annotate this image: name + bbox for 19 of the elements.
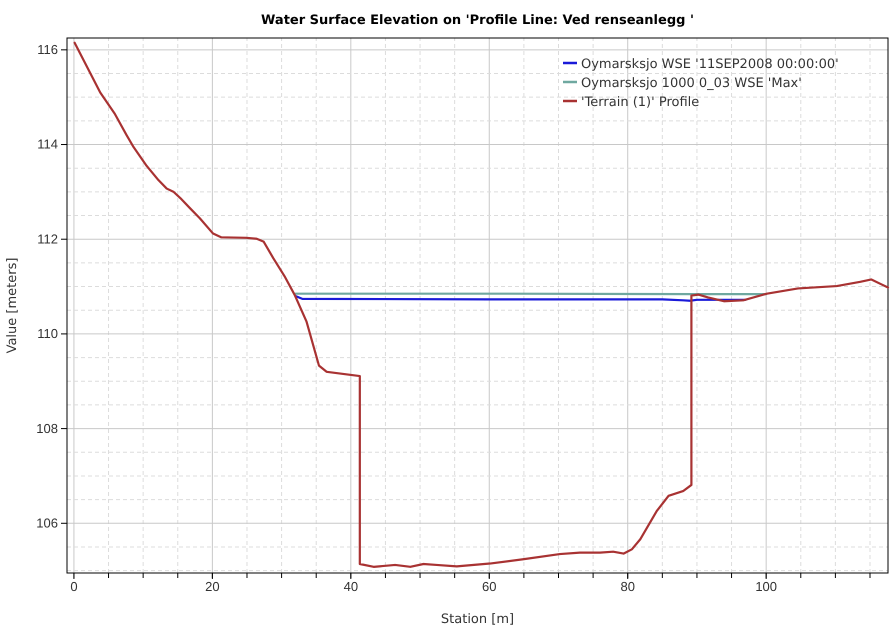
legend-label: 'Terrain (1)' Profile bbox=[581, 95, 700, 110]
x-tick-label: 80 bbox=[620, 579, 635, 594]
y-tick-label: 114 bbox=[37, 136, 58, 152]
line-series bbox=[74, 42, 890, 568]
x-tick-label: 20 bbox=[205, 579, 220, 594]
legend-label: Oymarsksjo 1000 0_03 WSE 'Max' bbox=[581, 76, 802, 91]
y-tick-label: 110 bbox=[37, 326, 58, 342]
y-tick-label: 112 bbox=[37, 231, 58, 246]
legend-label: Oymarsksjo WSE '11SEP2008 00:00:00' bbox=[581, 57, 839, 72]
y-tick-label: 116 bbox=[37, 42, 58, 57]
y-axis-title: Value [meters] bbox=[5, 258, 20, 354]
x-tick-label: 60 bbox=[482, 579, 497, 594]
x-tick-label: 0 bbox=[70, 579, 78, 594]
x-tick-label: 40 bbox=[344, 579, 358, 594]
y-tick-label: 106 bbox=[36, 515, 58, 530]
y-tick-label: 108 bbox=[36, 420, 58, 436]
x-axis-title: Station [m] bbox=[440, 612, 514, 627]
x-tick-label: 100 bbox=[755, 579, 778, 594]
chart-title: Water Surface Elevation on 'Profile Line: Ved renseanlegg ' bbox=[261, 13, 694, 28]
